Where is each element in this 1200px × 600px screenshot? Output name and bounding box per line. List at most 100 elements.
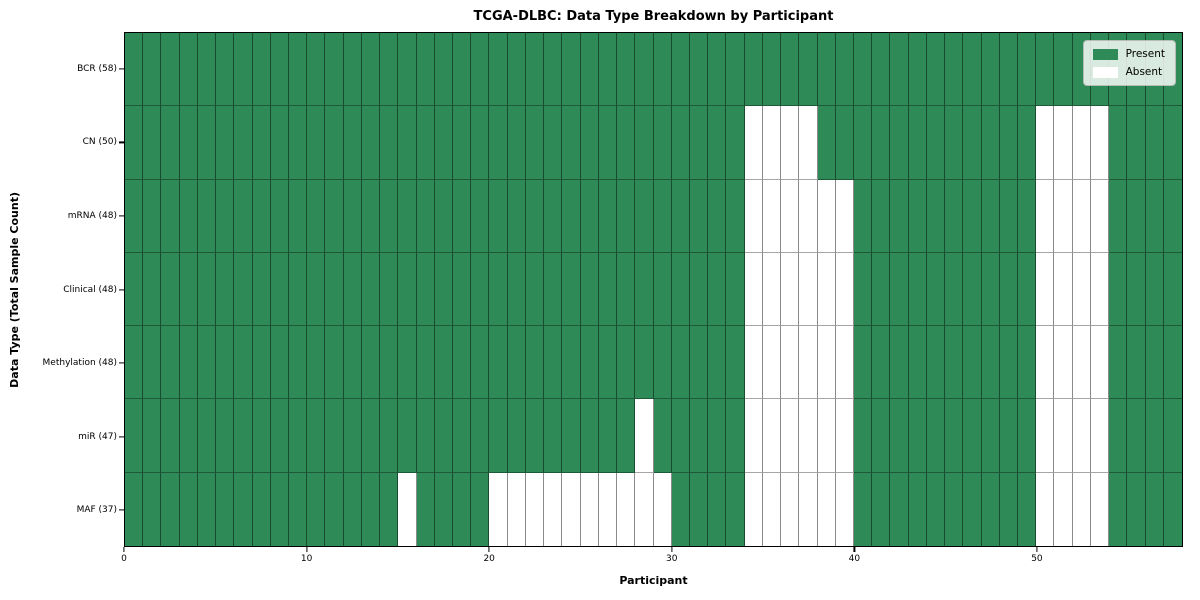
matrix-cell (125, 472, 144, 546)
matrix-cell (617, 179, 636, 253)
matrix-cell (945, 252, 964, 327)
matrix-cell (580, 399, 599, 473)
matrix-cell (744, 179, 763, 253)
matrix-cell (453, 472, 472, 546)
matrix-cell (799, 326, 818, 400)
matrix-cell (562, 472, 581, 546)
matrix-cell (1072, 326, 1091, 400)
matrix-cell (416, 106, 435, 180)
matrix-cell (143, 179, 162, 253)
matrix-cell (489, 472, 508, 546)
matrix-cell (234, 252, 253, 327)
matrix-cell (908, 33, 927, 107)
matrix-cell (216, 472, 235, 546)
matrix-cell (1054, 106, 1073, 180)
matrix-cell (726, 399, 745, 473)
matrix-cell (416, 472, 435, 546)
matrix-cell (544, 179, 563, 253)
matrix-cell (161, 399, 180, 473)
matrix-cell (544, 252, 563, 327)
matrix-cell (507, 326, 526, 400)
matrix-cell (781, 326, 800, 400)
matrix-cell (525, 179, 545, 253)
matrix-cell (489, 179, 508, 253)
matrix-cell (434, 33, 454, 107)
y-axis-tick-label: CN (50) (82, 137, 117, 148)
matrix-cell (325, 106, 344, 180)
matrix-cell (926, 33, 946, 107)
matrix-cell (179, 326, 198, 400)
matrix-cell (580, 33, 599, 107)
matrix-cell (179, 472, 198, 546)
matrix-cell (981, 106, 1000, 180)
matrix-cell (781, 472, 800, 546)
matrix-cell (562, 326, 581, 400)
matrix-cell (580, 252, 599, 327)
matrix-cell (289, 252, 308, 327)
matrix-cell (708, 326, 727, 400)
matrix-cell (835, 33, 854, 107)
matrix-cell (216, 179, 235, 253)
matrix-cell (689, 33, 709, 107)
matrix-cell (343, 179, 362, 253)
matrix-cell (872, 179, 891, 253)
matrix-cell (1072, 252, 1091, 327)
matrix-cell (216, 106, 235, 180)
y-axis-tick-label: MAF (37) (76, 505, 117, 516)
matrix-cell (1054, 326, 1073, 400)
matrix-cell (143, 252, 162, 327)
matrix-cell (361, 252, 381, 327)
matrix-cell (799, 33, 818, 107)
matrix-cell (617, 472, 636, 546)
matrix-cell (1072, 179, 1091, 253)
matrix-cell (1072, 106, 1091, 180)
matrix-cell (252, 33, 271, 107)
matrix-cell (689, 399, 709, 473)
matrix-cell (872, 33, 891, 107)
matrix-cell (926, 472, 946, 546)
matrix-cell (835, 472, 854, 546)
matrix-cell (890, 399, 909, 473)
matrix-cell (1054, 179, 1073, 253)
x-axis-tick-mark (853, 547, 855, 552)
matrix-cell (325, 399, 344, 473)
matrix-cell (999, 472, 1018, 546)
matrix-cell (853, 326, 873, 400)
matrix-cell (489, 326, 508, 400)
matrix-cell (981, 252, 1000, 327)
matrix-cell (471, 472, 490, 546)
matrix-cell (963, 326, 982, 400)
matrix-cell (872, 252, 891, 327)
matrix-cell (453, 179, 472, 253)
matrix-cell (307, 252, 326, 327)
matrix-cell (1145, 106, 1164, 180)
matrix-cell (1090, 252, 1110, 327)
y-axis-tick-mark (119, 68, 124, 70)
matrix-cell (307, 326, 326, 400)
matrix-cell (1109, 399, 1128, 473)
matrix-cell (835, 106, 854, 180)
y-axis-tick-label: mRNA (48) (67, 210, 117, 221)
y-axis-tick-labels: BCR (58) CN (50) mRNA (48) Clinical (48) Met… (0, 32, 117, 547)
matrix-cell (1036, 33, 1055, 107)
matrix-cell (289, 326, 308, 400)
matrix-cell (1127, 472, 1146, 546)
matrix-cell (234, 179, 253, 253)
matrix-cell (981, 33, 1000, 107)
matrix-cell (307, 33, 326, 107)
matrix-cell (380, 106, 399, 180)
matrix-cell (1036, 179, 1055, 253)
matrix-cell (216, 33, 235, 107)
matrix-cell (817, 472, 836, 546)
matrix-cell (307, 179, 326, 253)
x-axis-tick-label: 20 (483, 554, 495, 564)
matrix-cell (1017, 33, 1037, 107)
matrix-cell (125, 179, 144, 253)
matrix-cell (708, 179, 727, 253)
matrix-cell (197, 33, 217, 107)
matrix-cell (361, 399, 381, 473)
matrix-cell (762, 33, 782, 107)
matrix-cell (1017, 179, 1037, 253)
matrix-cell (799, 179, 818, 253)
